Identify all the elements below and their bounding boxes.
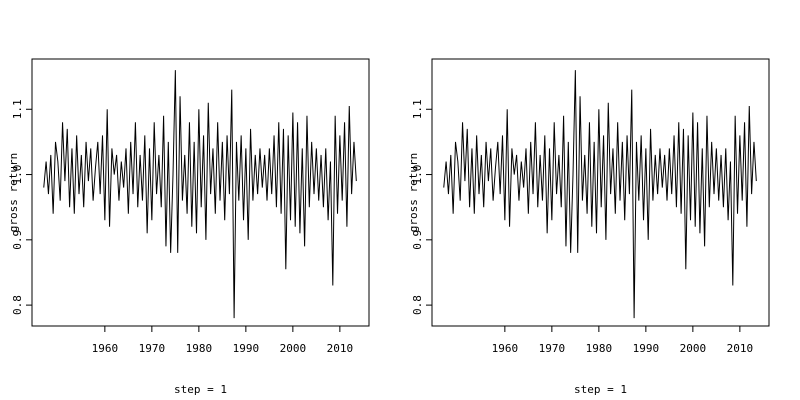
data-line (43, 70, 357, 319)
x-tick-label: 2010 (327, 342, 354, 355)
x-tick-label: 1980 (586, 342, 613, 355)
y-tick-label: 1.1 (411, 99, 424, 119)
x-tick-label: 1960 (92, 342, 119, 355)
y-tick-label: 0.9 (11, 230, 24, 250)
y-tick-label: 1.0 (411, 165, 424, 185)
x-tick-label: 2000 (680, 342, 707, 355)
x-axis-label: step = 1 (574, 383, 627, 396)
data-line (443, 70, 757, 319)
x-tick-label: 1990 (633, 342, 660, 355)
y-tick-label: 1.0 (11, 165, 24, 185)
x-tick-label: 1980 (186, 342, 213, 355)
x-tick-label: 1960 (492, 342, 519, 355)
y-tick-label: 0.9 (411, 230, 424, 250)
x-tick-label: 2000 (280, 342, 307, 355)
x-tick-label: 1970 (139, 342, 166, 355)
y-tick-label: 0.8 (411, 295, 424, 315)
y-axis-label: gross return (7, 153, 20, 232)
x-tick-label: 1990 (233, 342, 260, 355)
x-tick-label: 2010 (727, 342, 754, 355)
y-tick-label: 0.8 (11, 295, 24, 315)
x-tick-label: 1970 (539, 342, 566, 355)
y-tick-label: 1.1 (11, 99, 24, 119)
x-axis-label: step = 1 (174, 383, 227, 396)
y-axis-label: gross return (407, 153, 420, 232)
